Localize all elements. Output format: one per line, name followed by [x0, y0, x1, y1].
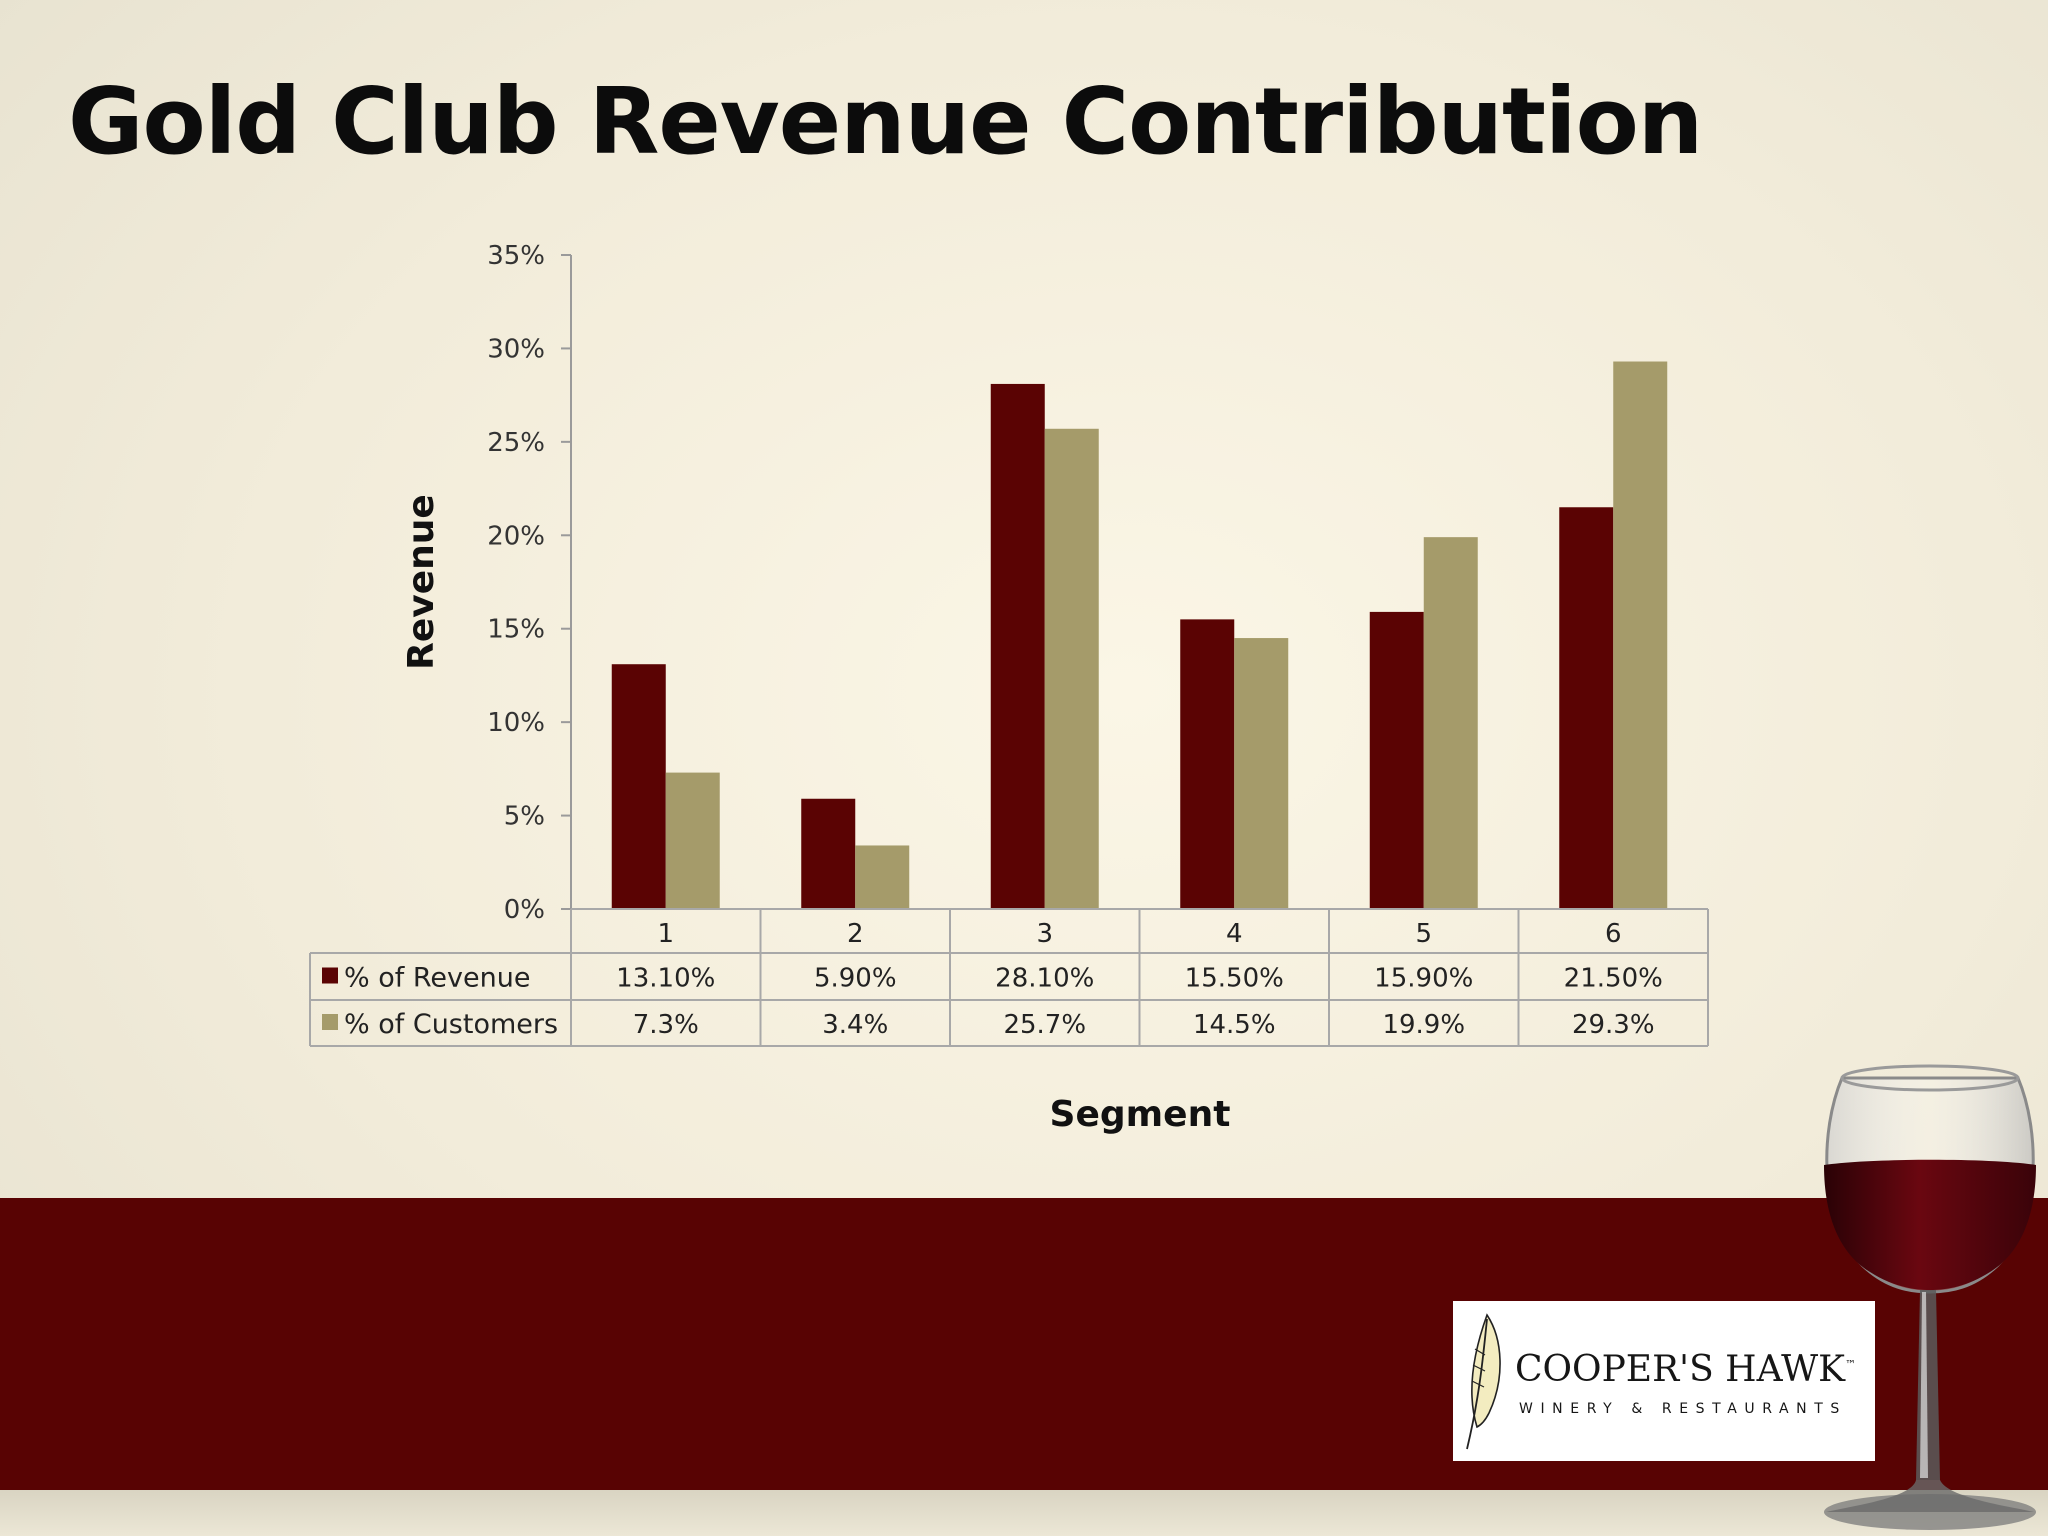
data-label: 7.3%: [633, 1010, 699, 1040]
x-axis-title: Segment: [1050, 1094, 1231, 1135]
data-label: 5.90%: [814, 964, 897, 994]
bar-revenue-segment-1: [611, 664, 666, 909]
category-label: 3: [1036, 919, 1053, 949]
y-tick-label: 0%: [504, 895, 545, 925]
bar-revenue-segment-2: [801, 798, 856, 909]
bar-revenue-segment-3: [990, 383, 1045, 910]
y-axis-title: Revenue: [401, 494, 442, 670]
bar-customers-segment-5: [1423, 537, 1478, 909]
y-tick-label: 20%: [487, 521, 545, 551]
bar-revenue-segment-5: [1369, 611, 1424, 909]
data-label: 21.50%: [1564, 964, 1663, 994]
bar-customers-segment-6: [1613, 361, 1668, 910]
data-label: 19.9%: [1382, 1010, 1465, 1040]
coopers-hawk-logo: COOPER'S HAWK™ WINERY & RESTAURANTS: [1453, 1301, 1875, 1461]
data-label: 15.50%: [1185, 964, 1284, 994]
y-tick-label: 10%: [487, 708, 545, 738]
bar-customers-segment-2: [855, 845, 910, 909]
bar-customers-segment-1: [665, 772, 720, 909]
legend-swatch: [322, 967, 338, 984]
category-label: 2: [847, 919, 864, 949]
feather-icon: [1466, 1313, 1501, 1450]
bar-customers-segment-4: [1234, 638, 1289, 909]
bar-customers-segment-3: [1044, 428, 1099, 909]
data-label: 25.7%: [1003, 1010, 1086, 1040]
series-name: % of Revenue: [344, 963, 530, 994]
y-tick-label: 25%: [487, 428, 545, 458]
legend-swatch: [322, 1014, 338, 1030]
series-name: % of Customers: [344, 1009, 558, 1040]
y-tick-label: 5%: [504, 802, 545, 832]
category-label: 1: [657, 919, 674, 949]
data-label: 28.10%: [995, 964, 1094, 994]
y-tick-label: 15%: [487, 615, 545, 645]
data-label: 3.4%: [822, 1010, 888, 1040]
category-label: 5: [1415, 919, 1432, 949]
data-label: 29.3%: [1572, 1010, 1655, 1040]
y-tick-label: 30%: [487, 334, 545, 364]
logo-subtitle: WINERY & RESTAURANTS: [1519, 1401, 1847, 1417]
slide-title: Gold Club Revenue Contribution: [68, 68, 1703, 175]
bar-revenue-segment-6: [1559, 507, 1614, 909]
bar-revenue-segment-4: [1180, 619, 1235, 909]
y-tick-label: 35%: [487, 241, 545, 271]
data-label: 15.90%: [1374, 964, 1473, 994]
category-label: 6: [1605, 919, 1622, 949]
logo-brand: COOPER'S HAWK™: [1515, 1349, 1857, 1390]
category-label: 4: [1226, 919, 1243, 949]
data-label: 13.10%: [616, 964, 715, 994]
wine-glass-icon: [1824, 1064, 2036, 1530]
data-label: 14.5%: [1193, 1010, 1276, 1040]
bottom-strip: [0, 1490, 2048, 1536]
revenue-chart: 0% 5% 10% 15% 20% 25% 30% 35% 1 2 3 4 5 6 % of Revenue…: [309, 241, 1709, 1135]
